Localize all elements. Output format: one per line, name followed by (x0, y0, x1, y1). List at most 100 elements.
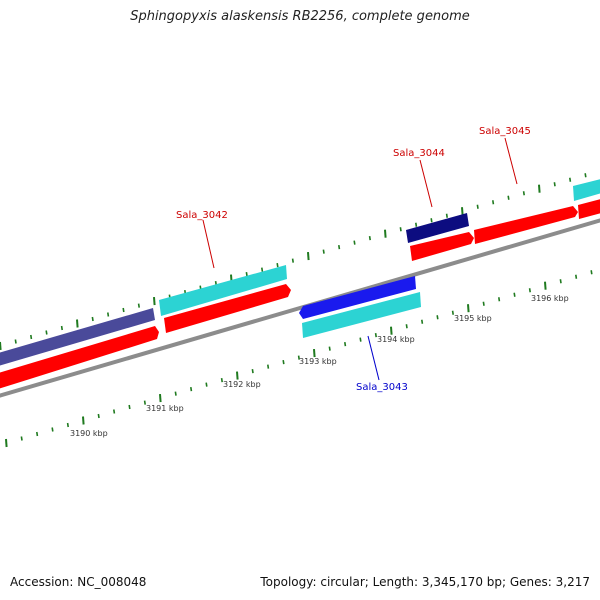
lower-tick-track (5, 270, 593, 448)
major-tick (76, 319, 79, 328)
minor-tick (353, 240, 356, 245)
scale-label: 3191 kbp (146, 404, 184, 413)
minor-tick (137, 303, 140, 308)
minor-tick (421, 319, 424, 324)
genome-backbone (0, 218, 600, 398)
major-tick (467, 304, 470, 313)
minor-tick (322, 249, 325, 254)
minor-tick (174, 391, 177, 396)
minor-tick (451, 310, 454, 315)
minor-tick (45, 330, 48, 335)
minor-tick (399, 227, 402, 232)
cds-feature (0, 326, 159, 389)
accession-text: Accession: NC_008048 (10, 575, 147, 589)
cds-feature-sala-3044 (410, 232, 474, 261)
minor-tick (20, 436, 23, 441)
major-tick (236, 371, 239, 380)
cds-feature-sala-3042 (164, 284, 291, 333)
minor-tick (51, 427, 54, 432)
major-tick (544, 281, 547, 290)
minor-tick (359, 337, 362, 342)
minor-tick (569, 177, 572, 182)
label-leader-sala-3043 (367, 335, 380, 381)
scale-label: 3196 kbp (531, 294, 569, 303)
scale-label: 3193 kbp (299, 357, 337, 366)
scale-label: 3190 kbp (70, 429, 108, 438)
minor-tick (590, 270, 593, 275)
major-tick (390, 326, 393, 335)
minor-tick (522, 191, 525, 196)
major-tick (159, 394, 162, 403)
minor-tick (66, 422, 69, 428)
major-tick (313, 349, 316, 358)
minor-tick (14, 339, 17, 344)
major-tick (82, 416, 85, 425)
minor-tick (436, 315, 439, 320)
minor-tick (245, 271, 248, 277)
minor-tick (492, 200, 495, 205)
minor-tick (261, 267, 264, 272)
label-leader-sala-3042 (202, 219, 215, 269)
scale-label: 3195 kbp (454, 314, 492, 323)
major-tick (5, 438, 8, 448)
minor-tick (528, 288, 531, 293)
label-leader-sala-3045 (504, 137, 518, 185)
minor-tick (575, 274, 578, 279)
minor-tick (113, 409, 116, 414)
slate-feature (0, 308, 155, 366)
major-tick (153, 297, 156, 306)
minor-tick (338, 244, 341, 250)
minor-tick (107, 312, 110, 317)
scale-label: 3194 kbp (377, 335, 415, 344)
major-tick (384, 229, 387, 238)
minor-tick (91, 316, 94, 322)
minor-tick (282, 359, 285, 365)
cyan-feature-right (573, 179, 600, 201)
genome-summary-text: Topology: circular; Length: 3,345,170 bp… (260, 575, 590, 589)
minor-tick (445, 213, 448, 218)
scale-label: 3192 kbp (223, 380, 261, 389)
minor-tick (513, 292, 516, 297)
cds-feature-right (578, 199, 600, 219)
minor-tick (36, 431, 39, 437)
gene-label-sala-3045[interactable]: Sala_3045 (479, 126, 531, 137)
minor-tick (122, 307, 125, 313)
major-tick (0, 341, 2, 351)
gene-label-sala-3042[interactable]: Sala_3042 (176, 210, 228, 221)
minor-tick (476, 204, 479, 209)
minor-tick (430, 218, 433, 223)
gene-label-sala-3044[interactable]: Sala_3044 (393, 148, 445, 159)
upper-tick-track (0, 173, 587, 351)
minor-tick (374, 332, 377, 338)
minor-tick (291, 258, 294, 263)
minor-tick (205, 382, 208, 387)
minor-tick (297, 355, 300, 360)
gene-label-sala-3043[interactable]: Sala_3043 (356, 382, 408, 393)
cyan-feature-sala-3043 (302, 292, 421, 338)
minor-tick (498, 297, 501, 302)
minor-tick (60, 325, 63, 331)
minor-tick (190, 386, 193, 392)
minor-tick (30, 334, 33, 340)
minor-tick (344, 341, 347, 347)
minor-tick (405, 324, 408, 329)
minor-tick (143, 400, 146, 405)
major-tick (461, 207, 464, 216)
minor-tick (368, 235, 371, 241)
minor-tick (507, 195, 510, 200)
minor-tick (584, 173, 587, 178)
minor-tick (251, 368, 254, 374)
cyan-feature-sala-3042 (159, 265, 287, 316)
cds-feature-sala-3045 (474, 206, 578, 244)
label-leader-sala-3044 (419, 159, 433, 208)
minor-tick (267, 364, 270, 369)
minor-tick (415, 222, 418, 227)
navy-feature-sala-3044 (406, 213, 469, 243)
minor-tick (553, 182, 556, 187)
major-tick (538, 184, 541, 193)
minor-tick (482, 301, 485, 306)
minor-tick (97, 413, 100, 419)
minor-tick (220, 377, 223, 383)
